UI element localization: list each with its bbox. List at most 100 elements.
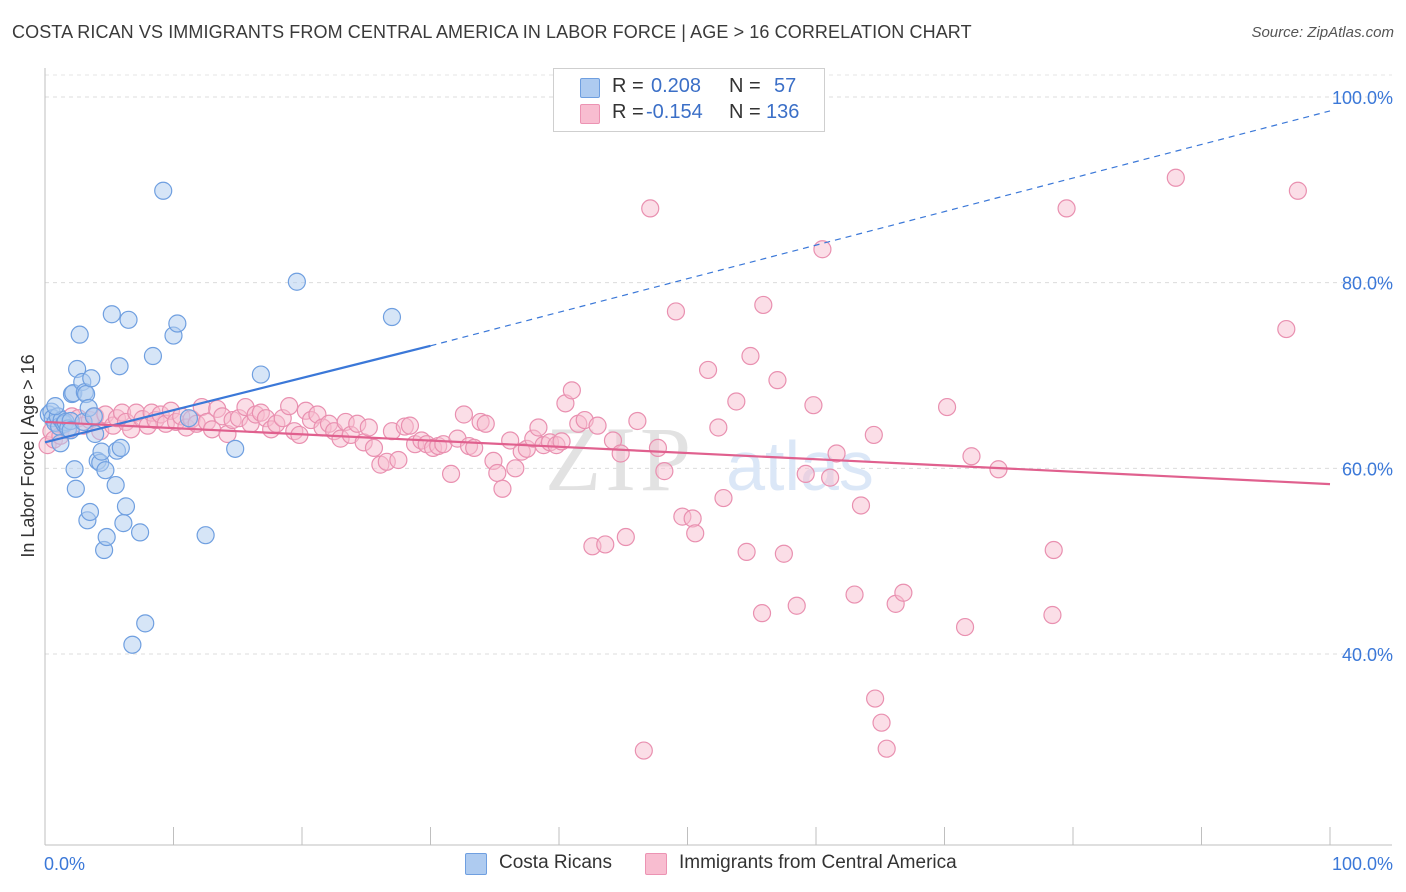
data-point-costa-ricans — [114, 514, 133, 533]
data-point-immigrants — [588, 416, 607, 435]
data-point-immigrants — [1044, 540, 1063, 560]
data-point-immigrants — [506, 459, 525, 478]
series-costa-ricans-points — [39, 181, 402, 654]
legend-swatch-blue — [465, 853, 487, 875]
data-point-immigrants — [476, 414, 495, 433]
data-point-immigrants — [754, 295, 773, 315]
data-point-costa-ricans — [70, 325, 89, 344]
legend-label: Costa Ricans — [499, 852, 612, 873]
data-point-immigrants — [1288, 181, 1307, 200]
data-point-immigrants — [488, 463, 507, 483]
data-point-costa-ricans — [287, 272, 306, 291]
data-point-costa-ricans — [130, 523, 150, 542]
data-point-costa-ricans — [116, 497, 136, 516]
data-point-immigrants — [441, 464, 461, 484]
trend-line-immigrants — [44, 420, 1331, 486]
legend-row-immigrants: R = -0.154 N = 136 — [554, 101, 824, 127]
data-point-immigrants — [634, 741, 653, 760]
data-point-immigrants — [768, 371, 787, 390]
legend-swatch-blue — [580, 78, 600, 98]
legend-n-label: N = — [729, 75, 761, 97]
data-point-costa-ricans — [382, 307, 402, 327]
y-tick-label: 80.0% — [1342, 274, 1393, 294]
data-point-immigrants — [752, 604, 772, 623]
data-point-costa-ricans — [106, 475, 125, 495]
data-point-costa-ricans — [168, 314, 187, 333]
legend-r-value: -0.154 — [646, 101, 703, 123]
legend-r-value: 0.208 — [651, 75, 702, 97]
data-point-immigrants — [955, 617, 975, 637]
data-point-immigrants — [454, 405, 474, 424]
trend-line-costa-ricans — [44, 344, 431, 444]
data-point-immigrants — [1057, 199, 1076, 218]
data-point-immigrants — [364, 438, 384, 458]
watermark-atlas: atlas — [726, 427, 874, 505]
trend-lines — [44, 110, 1331, 486]
data-point-immigrants — [493, 479, 512, 498]
chart-title: COSTA RICAN VS IMMIGRANTS FROM CENTRAL A… — [12, 22, 972, 42]
data-point-immigrants — [813, 240, 832, 259]
data-point-costa-ricans — [102, 305, 121, 324]
grid-lines — [45, 74, 1392, 655]
stats-legend: R = 0.208 N = 57 R = -0.154 N = 136 — [553, 68, 825, 132]
axes — [44, 68, 1392, 846]
legend-n-value: 57 — [774, 75, 797, 97]
legend-n-value: 136 — [766, 101, 800, 123]
data-point-immigrants — [845, 585, 864, 604]
series-immigrants-points — [38, 168, 1307, 760]
y-axis-label: In Labor Force | Age > 16 — [18, 354, 38, 557]
data-point-costa-ricans — [97, 527, 116, 547]
data-point-costa-ricans — [92, 442, 111, 461]
data-point-costa-ricans — [143, 346, 163, 366]
data-point-costa-ricans — [82, 369, 101, 388]
data-point-immigrants — [1043, 605, 1062, 625]
data-point-immigrants — [864, 425, 883, 445]
y-tick-label: 40.0% — [1342, 645, 1393, 665]
data-point-costa-ricans — [179, 409, 199, 428]
data-point-immigrants — [796, 464, 815, 484]
data-point-immigrants — [596, 535, 615, 554]
data-point-immigrants — [628, 411, 647, 431]
data-point-immigrants — [851, 496, 871, 515]
data-point-immigrants — [389, 450, 408, 470]
x-tick-label: 0.0% — [44, 854, 85, 874]
trend-line-costa-ricans-extension — [430, 110, 1331, 347]
data-point-immigrants — [616, 527, 635, 547]
data-point-immigrants — [1166, 168, 1185, 187]
data-point-immigrants — [774, 544, 793, 563]
data-point-immigrants — [727, 392, 746, 411]
y-tick-label: 60.0% — [1342, 459, 1393, 479]
data-point-immigrants — [737, 542, 756, 561]
data-point-immigrants — [804, 396, 823, 415]
data-point-costa-ricans — [111, 438, 130, 458]
data-point-immigrants — [714, 488, 733, 508]
data-point-immigrants — [872, 713, 891, 732]
data-point-immigrants — [641, 199, 660, 218]
data-point-costa-ricans — [65, 460, 84, 479]
data-point-costa-ricans — [46, 397, 65, 416]
data-point-immigrants — [1277, 319, 1296, 339]
data-point-costa-ricans — [84, 407, 103, 426]
legend-r-label: R = — [612, 75, 644, 97]
data-point-immigrants — [877, 739, 896, 758]
data-point-immigrants — [787, 596, 806, 615]
tick-labels: 40.0% 60.0% 80.0% 100.0% 0.0% 100.0% — [44, 88, 1393, 874]
data-point-immigrants — [359, 418, 378, 437]
data-point-costa-ricans — [136, 614, 155, 633]
data-point-costa-ricans — [123, 635, 142, 654]
data-point-immigrants — [937, 397, 957, 417]
data-point-immigrants — [666, 302, 686, 321]
legend-row-costa-ricans: R = 0.208 N = 57 — [554, 75, 824, 101]
data-point-immigrants — [562, 381, 581, 400]
data-point-immigrants — [686, 524, 705, 543]
legend-label: Immigrants from Central America — [679, 852, 957, 873]
legend-r-label: R = — [612, 101, 644, 123]
data-point-immigrants — [655, 462, 674, 481]
data-point-immigrants — [529, 418, 548, 437]
y-tick-label: 100.0% — [1332, 88, 1393, 108]
data-point-costa-ricans — [154, 181, 173, 200]
data-point-immigrants — [648, 438, 668, 458]
data-point-costa-ricans — [110, 357, 129, 376]
data-point-immigrants — [866, 689, 885, 708]
